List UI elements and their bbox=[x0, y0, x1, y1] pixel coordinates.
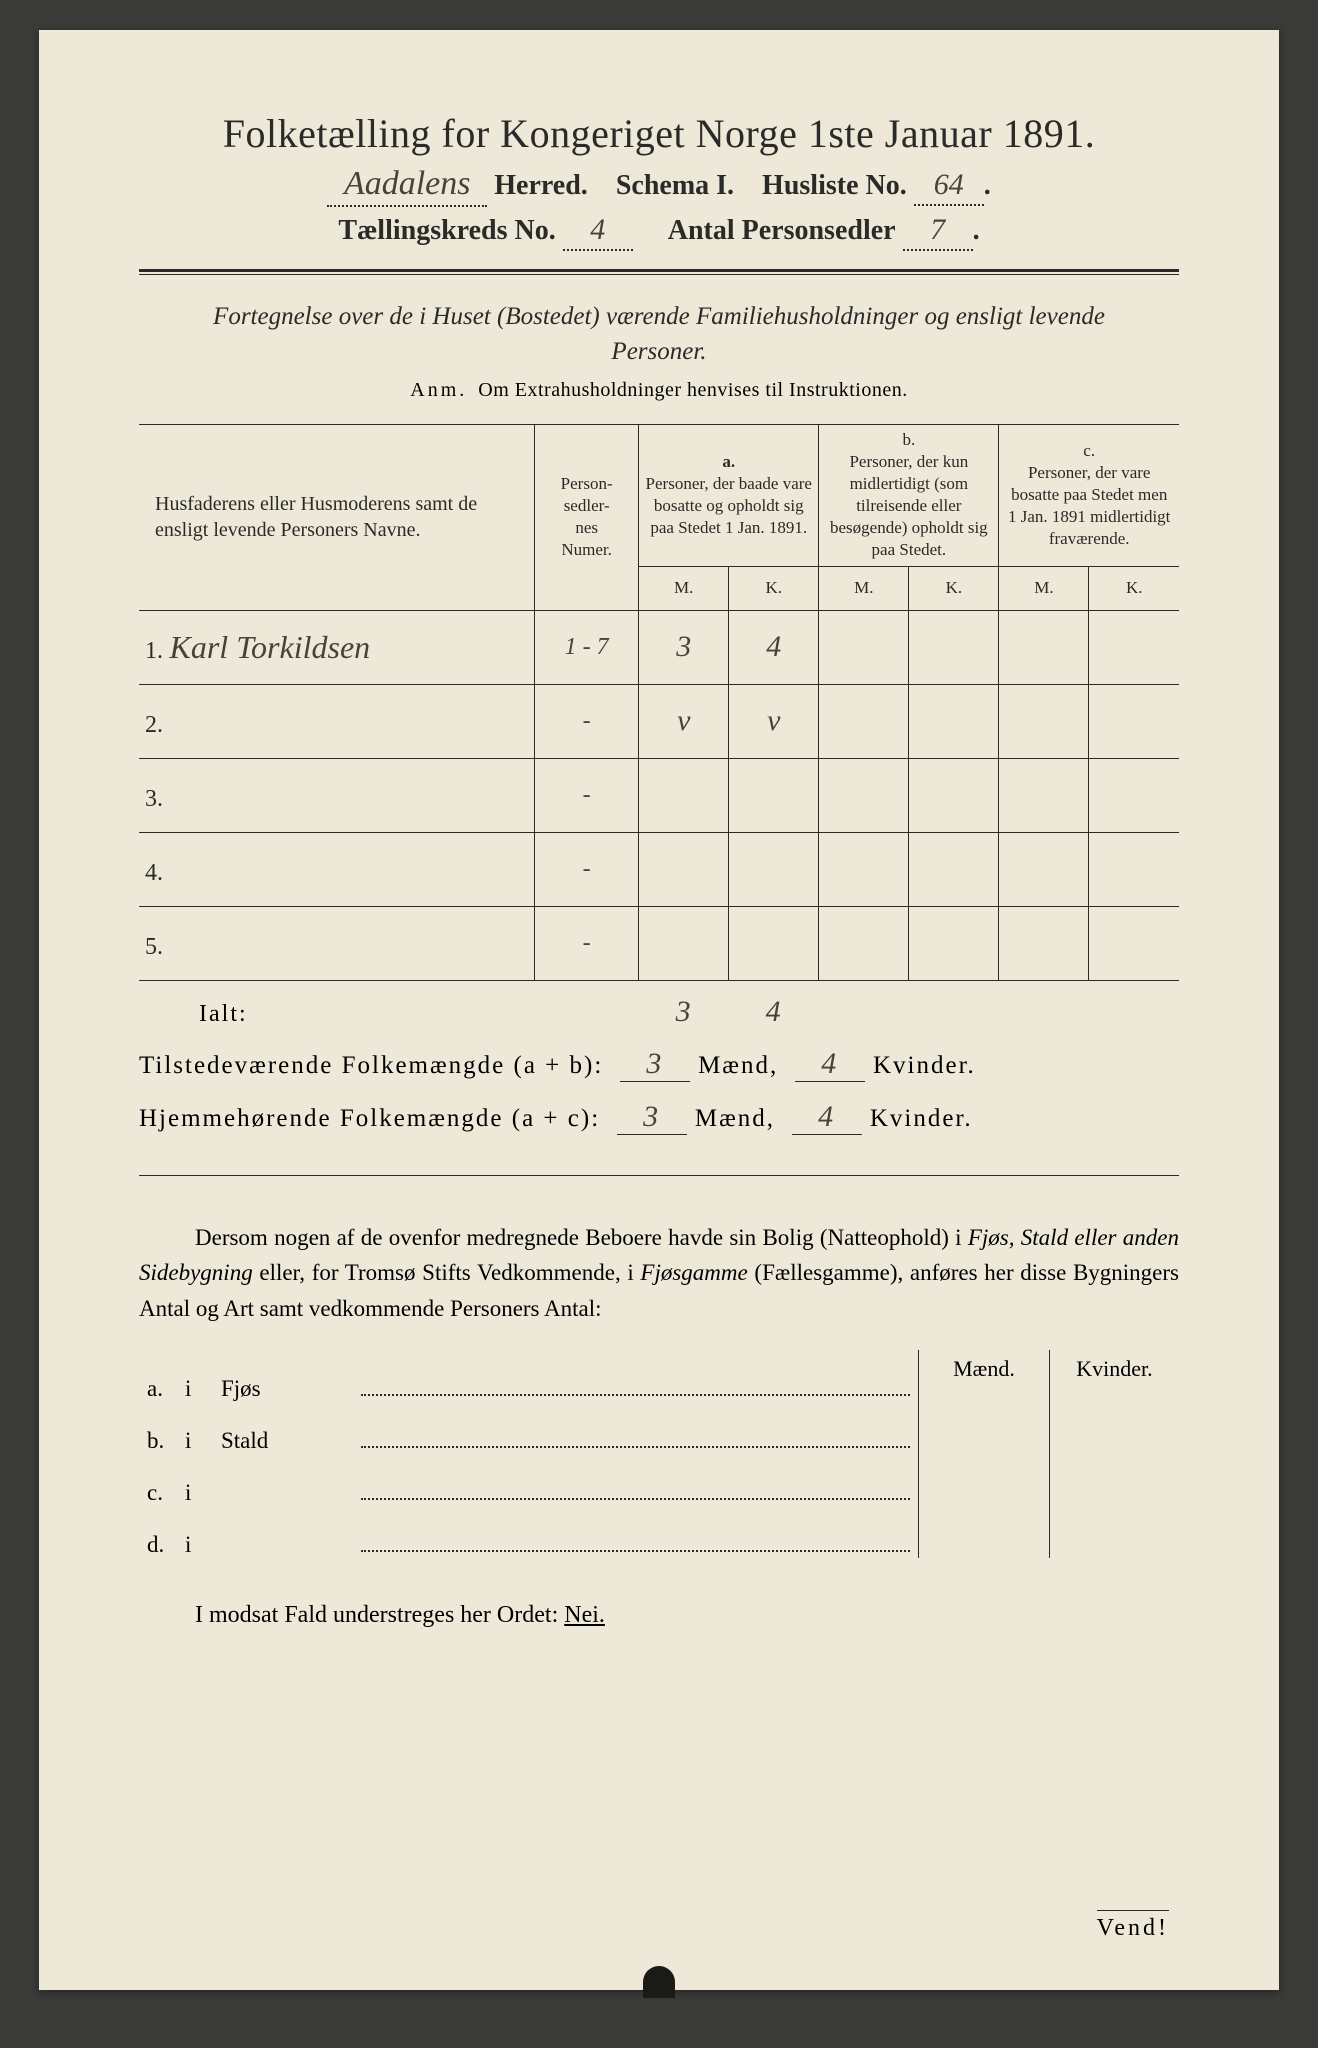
home-m: 3 bbox=[617, 1100, 687, 1135]
schema-label: Schema I. bbox=[616, 170, 734, 201]
side-building-paragraph: Dersom nogen af de ovenfor medregnede Be… bbox=[139, 1220, 1179, 1327]
header-line-2: Tællingskreds No. 4 Antal Personsedler 7… bbox=[139, 213, 1179, 251]
table-row: 4. - bbox=[139, 832, 1179, 906]
herred-label: Herred. bbox=[494, 170, 588, 201]
sb-row: d.i bbox=[139, 1506, 918, 1558]
sb-row: c.i bbox=[139, 1454, 918, 1506]
divider-thick bbox=[139, 269, 1179, 275]
antal-label: Antal Personsedler bbox=[668, 215, 896, 246]
anm-prefix: Anm. bbox=[410, 379, 467, 401]
col-b-k: K. bbox=[909, 566, 999, 610]
kreds-no: 4 bbox=[563, 213, 633, 251]
col-c-m: M. bbox=[999, 566, 1089, 610]
sb-row: a.iFjøs bbox=[139, 1350, 918, 1402]
ialt-a-m: 3 bbox=[638, 995, 728, 1029]
table-row: 3. - bbox=[139, 758, 1179, 832]
table-row: 1. Karl Torkildsen1 - 734 bbox=[139, 610, 1179, 684]
group-c-header: c. Personer, der vare bosatte paa Stedet… bbox=[999, 425, 1179, 567]
present-sum-line: Tilstedeværende Folkemængde (a + b): 3 M… bbox=[139, 1047, 1179, 1082]
group-b-header: b. Personer, der kun midlertidigt (som t… bbox=[819, 425, 999, 567]
page-title: Folketælling for Kongeriget Norge 1ste J… bbox=[139, 110, 1179, 157]
kreds-label: Tællingskreds No. bbox=[338, 215, 555, 246]
sb-row: b.iStald bbox=[139, 1402, 918, 1454]
col-names-header: Husfaderens eller Husmoderens samt de en… bbox=[139, 425, 535, 611]
census-form-page: Folketælling for Kongeriget Norge 1ste J… bbox=[39, 30, 1279, 1990]
col-a-m: M. bbox=[639, 566, 729, 610]
present-m: 3 bbox=[620, 1047, 690, 1082]
sb-kvinder-col: Kvinder. bbox=[1049, 1350, 1179, 1558]
present-k: 4 bbox=[795, 1047, 865, 1082]
group-a-header: a. Personer, der baade vare bosatte og o… bbox=[639, 425, 819, 567]
anm-line: Anm. Om Extrahusholdninger henvises til … bbox=[139, 379, 1179, 402]
ialt-row: Ialt: 3 4 bbox=[139, 995, 1179, 1029]
col-b-m: M. bbox=[819, 566, 909, 610]
nei-line: I modsat Fald understreges her Ordet: Ne… bbox=[139, 1602, 1179, 1629]
punch-hole-icon bbox=[643, 1966, 675, 1998]
husliste-label: Husliste No. bbox=[762, 170, 907, 201]
col-c-k: K. bbox=[1089, 566, 1179, 610]
side-building-table: a.iFjøsb.iStaldc.id.i Mænd. Kvinder. bbox=[139, 1350, 1179, 1558]
col-numer-header: Person- sedler- nes Numer. bbox=[535, 425, 639, 611]
ialt-label: Ialt: bbox=[139, 1001, 534, 1028]
col-a-k: K. bbox=[729, 566, 819, 610]
anm-text: Om Extrahusholdninger henvises til Instr… bbox=[478, 379, 907, 401]
table-row: 5. - bbox=[139, 906, 1179, 980]
husliste-no: 64 bbox=[914, 168, 984, 206]
home-k: 4 bbox=[792, 1100, 862, 1135]
home-sum-line: Hjemmehørende Folkemængde (a + c): 3 Mæn… bbox=[139, 1100, 1179, 1135]
census-table: Husfaderens eller Husmoderens samt de en… bbox=[139, 424, 1179, 981]
divider-thin bbox=[139, 1175, 1179, 1176]
table-row: 2. -vv bbox=[139, 684, 1179, 758]
intro-text: Fortegnelse over de i Huset (Bostedet) v… bbox=[179, 299, 1139, 369]
sb-maend-col: Mænd. bbox=[919, 1350, 1049, 1558]
vend-label: Vend! bbox=[1097, 1910, 1169, 1942]
herred-value: Aadalens bbox=[327, 165, 487, 207]
antal-no: 7 bbox=[903, 213, 973, 251]
header-line-1: Aadalens Herred. Schema I. Husliste No. … bbox=[139, 165, 1179, 207]
nei-word: Nei. bbox=[564, 1602, 605, 1628]
ialt-a-k: 4 bbox=[728, 995, 818, 1029]
